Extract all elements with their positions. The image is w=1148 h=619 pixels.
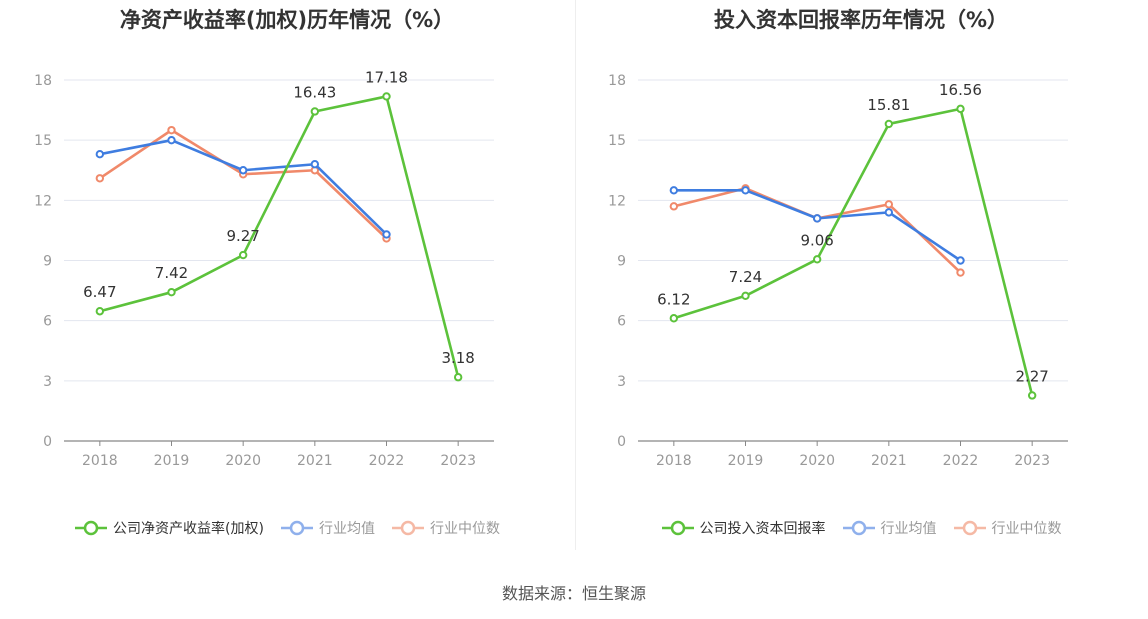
data-point-avg [238,166,248,175]
legend-label: 行业中位数 [429,521,500,537]
data-label: 7.24 [729,268,762,286]
x-tick-label: 2023 [440,453,476,469]
y-tick-label: 3 [617,374,626,390]
x-tick-label: 2022 [369,453,405,469]
x-tick-label: 2018 [656,453,692,469]
data-point-avg [669,186,679,195]
x-tick-label: 2019 [728,453,764,469]
data-label: 7.42 [155,264,188,282]
series-line-company [99,95,460,378]
data-label: 15.81 [867,96,910,114]
y-tick-label: 15 [608,133,626,149]
y-tick-label: 6 [617,314,626,330]
legend-label: 行业均值 [318,521,375,537]
data-label: 16.43 [293,83,336,101]
data-label: 17.18 [365,68,408,86]
data-point-company [812,255,822,264]
y-tick-label: 15 [34,133,52,149]
data-point-median [884,200,894,209]
legend-item-company[interactable]: 公司净资产收益率(加权) [74,518,264,538]
data-label: 6.47 [83,283,116,301]
legend-item-median[interactable]: 行业中位数 [391,518,500,538]
data-point-median [956,268,965,277]
legend-line-icon [842,520,875,536]
x-tick-label: 2019 [154,453,190,469]
x-tick-label: 2023 [1014,453,1050,469]
data-point-company [453,373,463,382]
data-point-company [310,107,320,116]
data-label: 9.06 [800,231,833,249]
y-tick-label: 12 [608,193,626,209]
chart-legend: 公司净资产收益率(加权) 行业均值 行业中位数 [0,518,574,538]
data-point-avg [741,186,750,195]
data-point-company [95,307,105,316]
data-point-company [238,250,248,260]
x-tick-label: 2020 [225,453,261,469]
panel-divider [575,0,576,550]
data-point-median [669,202,679,211]
y-tick-label: 3 [43,374,52,390]
y-tick-label: 0 [43,434,52,450]
legend-line-icon [280,520,313,536]
data-source-note: 数据来源：恒生聚源 [501,584,646,603]
legend-label: 行业均值 [880,521,937,537]
y-tick-label: 6 [43,314,52,330]
x-tick-label: 2018 [82,453,118,469]
data-point-company [741,291,750,300]
data-point-avg [167,135,176,145]
legend-line-icon [661,520,694,536]
roe-chart-plot: 0 3 6 9 12 15 18 2018 2019 2020 2021 2022 2023 6.47 7.… [34,68,494,469]
data-point-avg [310,160,320,169]
data-point-median [167,125,176,135]
data-label: 9.27 [226,227,259,245]
data-point-avg [956,256,965,265]
legend-line-icon [391,520,424,536]
roic-chart-plot: 0 3 6 9 12 15 18 2018 2019 2020 2021 2022 2023 6.12 7.… [608,73,1068,469]
data-point-avg [812,214,822,223]
legend-line-icon [953,520,986,536]
data-point-company [167,287,176,297]
legend-item-avg[interactable]: 行业均值 [842,518,937,538]
y-tick-label: 12 [34,193,52,209]
x-tick-label: 2021 [297,453,333,469]
data-point-company [884,119,894,129]
legend-line-icon [75,520,108,536]
data-point-company [956,104,965,114]
data-point-company [1027,391,1037,400]
chart-title: 投入资本回报率历年情况（%） [713,8,1009,32]
data-label: 2.27 [1015,367,1048,385]
data-point-avg [884,208,894,217]
data-label: 3.18 [441,349,474,367]
x-tick-label: 2022 [943,453,979,469]
data-point-avg [382,230,391,239]
x-tick-label: 2021 [871,453,907,469]
series-line-avg [673,189,962,262]
legend-item-company[interactable]: 公司投入资本回报率 [661,518,826,538]
y-tick-label: 9 [43,254,52,270]
y-tick-label: 0 [617,434,626,450]
legend-item-median[interactable]: 行业中位数 [953,518,1062,538]
y-tick-label: 18 [608,73,626,89]
series-line-company [673,107,1034,396]
roic-chart-panel: 投入资本回报率历年情况（%） 0 3 6 9 12 15 18 2018 2019 2020 202… [574,0,1148,560]
series-line-avg [99,138,388,236]
roe-chart-panel: 净资产收益率(加权)历年情况（%） 0 3 6 9 12 15 18 2018 2019 2020… [0,0,574,560]
data-point-company [382,92,391,101]
data-point-median [95,174,105,183]
legend-label: 公司投入资本回报率 [699,521,826,537]
x-tick-label: 2020 [799,453,835,469]
data-point-avg [95,150,105,159]
y-tick-label: 18 [34,73,52,89]
y-tick-label: 9 [617,254,626,270]
data-point-company [669,314,679,323]
data-label: 6.12 [657,290,690,308]
legend-label: 公司净资产收益率(加权) [113,521,264,537]
chart-title: 净资产收益率(加权)历年情况（%） [119,8,455,32]
legend-label: 行业中位数 [991,521,1062,537]
data-label: 16.56 [939,81,982,99]
legend-item-avg[interactable]: 行业均值 [280,518,375,538]
chart-legend: 公司投入资本回报率 行业均值 行业中位数 [574,518,1148,538]
